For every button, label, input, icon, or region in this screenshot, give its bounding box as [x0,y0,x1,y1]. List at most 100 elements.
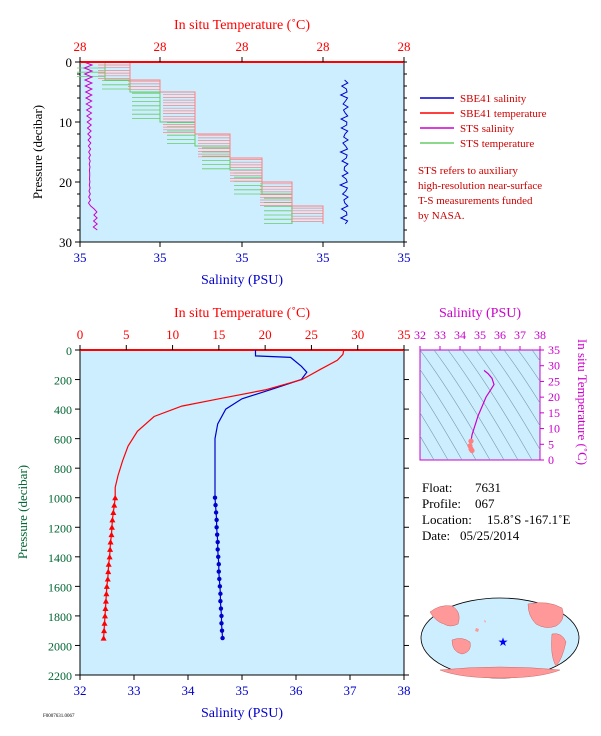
ts-right-axis-title: In situ Temperature (˚C) [575,339,590,465]
float-value: 7631 [475,480,501,495]
main-chart-top-axis-title: In situ Temperature (˚C) [174,306,310,321]
ts-density-contour [420,389,463,460]
temperature-profile-line [103,349,345,639]
ts-series [467,369,495,454]
date-value: 05/25/2014 [460,528,520,543]
top-chart-legend: SBE41 salinity SBE41 temperature STS sal… [420,93,547,150]
ts-density-contour [447,350,519,460]
ts-density-contour [503,350,540,404]
top-chart-y-ticks: 0 10 20 30 [59,55,407,250]
ts-right-tick-label: 30 [548,359,560,373]
main-chart-bottom-tick-label: 35 [236,683,249,698]
main-chart-y-tick-label: 2200 [48,669,72,683]
profile-label: Profile: [422,496,461,511]
main-chart-top-tick-label: 0 [77,327,84,342]
main-chart-bottom-tick-label: 37 [344,683,358,698]
main-chart-plot-area [79,349,405,676]
salinity-point [214,525,219,530]
top-chart-top-tick-label: 28 [398,39,411,54]
top-chart-bottom-tick-label: 35 [236,250,249,265]
top-chart-y-tick-label: 30 [59,235,72,250]
sbe41-salinity-trace [338,79,349,225]
main-chart-bottom-tick-label: 32 [74,683,87,698]
salinity-point [218,591,223,596]
map-land-asia [429,605,460,627]
salinity-point [213,502,218,508]
ts-density-contours [420,350,540,460]
top-chart: In situ Temperature (˚C) 28 28 28 28 28 35 35… [30,18,547,288]
ts-top-axis-title: Salinity (PSU) [439,306,521,321]
ts-point [468,438,474,444]
top-chart-bottom-tick-label: 35 [154,250,167,265]
main-chart-top-tick-label: 20 [259,327,272,342]
note-line-3: T-S measurements funded [418,195,533,207]
ts-top-tick-label: 36 [494,328,506,342]
salinity-point [216,562,221,567]
ts-density-contour [531,350,540,362]
top-chart-y-axis-title: Pressure (decibar) [30,105,45,199]
temperature-point [110,509,117,515]
top-chart-traces [77,61,349,231]
main-chart-top-ticks: 0 5 10 15 20 25 30 35 [77,327,411,350]
ts-density-contour [475,350,540,451]
main-chart-y-tick-label: 800 [54,462,72,476]
main-chart-top-tick-label: 35 [398,327,411,342]
float-label: Float: [422,480,452,495]
ts-point [469,447,475,454]
top-chart-bottom-tick-label: 35 [398,250,411,265]
main-chart-y-tick-label: 1000 [48,492,72,506]
main-chart-bottom-tick-label: 36 [290,683,304,698]
temperature-point [108,524,115,530]
ts-top-tick-label: 34 [454,328,466,342]
top-chart-top-tick-label: 28 [236,39,249,54]
salinity-point [214,517,219,523]
ts-right-tick-label: 25 [548,374,560,388]
top-chart-top-axis-title: In situ Temperature (˚C) [174,18,310,33]
temperature-point [108,531,115,538]
location-label: Location: [422,512,472,527]
main-chart-bottom-ticks: 32 33 34 35 36 37 38 [74,675,411,698]
ts-density-contour [517,350,540,382]
footer-text: F0007631.0067 [43,714,75,719]
location-value: 15.8˚S -167.1˚E [487,512,570,527]
top-chart-bottom-tick-label: 35 [74,250,87,265]
map-land-north-america [527,602,564,628]
main-chart: In situ Temperature (˚C) 0 5 10 15 20 25 30 35 … [15,306,411,721]
temperature-point [100,635,107,641]
top-chart-top-ticks: 28 28 28 28 28 [74,39,411,62]
map-land-antarctica [439,666,561,679]
legend-label-sts-temperature: STS temperature [460,138,534,150]
salinity-point [215,539,220,545]
ts-top-tick-label: 32 [414,328,426,342]
temperature-point [112,494,119,501]
sts-salinity-trace [82,61,98,231]
ts-right-tick-label: 35 [548,343,560,357]
ts-density-contour [420,435,435,460]
temperature-point [104,575,111,582]
temperature-point [101,620,108,626]
top-chart-bottom-tick-label: 35 [317,250,330,265]
top-chart-bottom-ticks: 35 35 35 35 35 [74,242,411,265]
temperature-point [105,568,112,575]
ts-density-contour [461,350,533,460]
main-chart-y-tick-label: 0 [66,344,72,358]
main-chart-y-tick-label: 600 [54,433,72,447]
salinity-point [217,584,223,589]
top-chart-bottom-axis-title: Salinity (PSU) [201,273,283,288]
note-line-1: STS refers to auxiliary [418,165,518,177]
note-line-4: by NASA. [418,210,465,222]
map-land-australia [451,638,471,655]
temperature-point [103,583,110,589]
salinity-point [220,635,225,641]
main-chart-y-tick-label: 200 [54,374,72,388]
temperature-point [109,516,116,523]
float-location-marker: ★ [498,635,509,649]
main-chart-y-axis-title: Pressure (decibar) [15,465,30,559]
map-land-south-america [551,633,567,667]
ts-right-tick-label: 15 [548,406,560,420]
ts-right-tick-label: 5 [548,437,554,451]
temperature-point [102,598,109,604]
legend-label-sbe41-salinity: SBE41 salinity [460,93,527,105]
salinity-point [215,547,220,552]
